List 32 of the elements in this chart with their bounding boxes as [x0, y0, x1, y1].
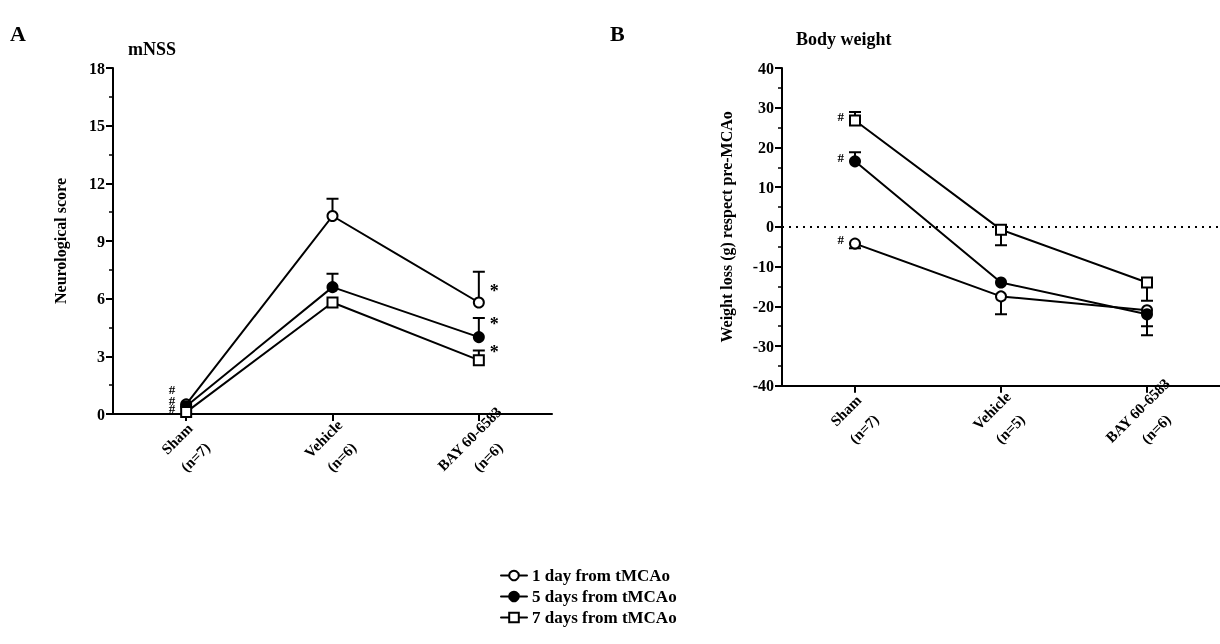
annotation: * [489, 342, 499, 363]
chart-title: mNSS [128, 39, 177, 59]
y-tick-label: 10 [758, 178, 774, 196]
y-tick-label: 18 [89, 59, 105, 77]
text: A [10, 20, 26, 46]
legend-label: 1 day from tMCAo [532, 566, 671, 585]
y-axis-title: Weight loss (g) respect pre-MCAo [717, 111, 736, 343]
y-tick-label: 15 [89, 117, 105, 135]
y-tick-label: 0 [766, 218, 774, 236]
y-tick-label: 30 [758, 99, 774, 117]
y-tick-label: 40 [758, 59, 774, 77]
y-tick-label: -10 [752, 258, 774, 276]
y-tick-label: -30 [752, 337, 774, 355]
y-tick-label: 20 [758, 138, 774, 156]
y-tick-label: -40 [752, 377, 774, 395]
legend-label: 7 days from tMCAo [532, 608, 677, 627]
y-tick-label: 12 [89, 174, 105, 192]
y-tick-label: 6 [97, 290, 105, 308]
annotation: # [837, 149, 845, 165]
annotation: # [168, 381, 176, 397]
y-tick-label: 0 [97, 405, 105, 423]
annotation: # [837, 232, 845, 248]
y-tick-label: 9 [97, 232, 105, 250]
y-axis-title: Neurological score [51, 177, 70, 305]
y-tick-label: 3 [97, 347, 105, 365]
chart-title: Body weight [796, 29, 892, 49]
annotation: * [489, 313, 499, 334]
text: B [610, 20, 625, 46]
annotation: # [837, 108, 845, 124]
y-tick-label: -20 [752, 297, 774, 315]
annotation: * [489, 280, 499, 301]
legend-label: 5 days from tMCAo [532, 587, 677, 606]
